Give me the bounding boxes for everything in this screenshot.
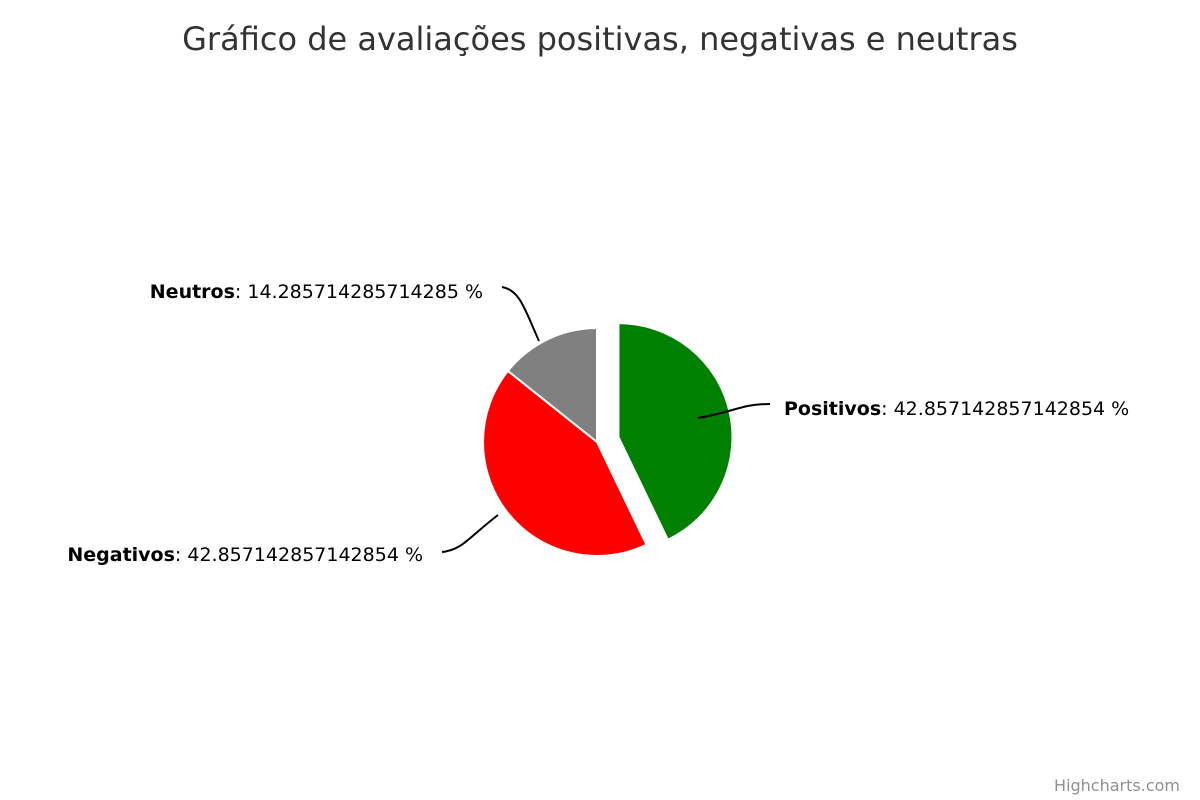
pie-slices [482,322,734,557]
pie-slice-neutros[interactable] [506,327,598,443]
data-label-value: : 42.857142857142854 % [881,398,1129,420]
connector-line-neutros [501,286,540,342]
pie-slice-negativos[interactable] [482,369,648,557]
connector-line-negativos [441,514,499,553]
data-label-positivos: Positivos: 42.857142857142854 % [784,398,1129,420]
data-label-value: : 14.285714285714285 % [235,281,483,303]
data-labels: Positivos: 42.857142857142854 %Negativos… [67,281,1129,566]
data-label-value: : 42.857142857142854 % [175,544,423,566]
pie-slice-positivos[interactable] [617,322,734,541]
label-connectors [441,286,771,553]
data-label-name: Neutros [150,281,235,303]
connector-line-positivos [697,403,771,419]
data-label-name: Positivos [784,398,881,420]
data-label-negativos: Negativos: 42.857142857142854 % [67,544,423,566]
chart-title: Gráfico de avaliações positivas, negativ… [182,20,1018,58]
data-label-neutros: Neutros: 14.285714285714285 % [150,281,483,303]
credits-link[interactable]: Highcharts.com [1054,776,1180,795]
data-label-name: Negativos [67,544,175,566]
